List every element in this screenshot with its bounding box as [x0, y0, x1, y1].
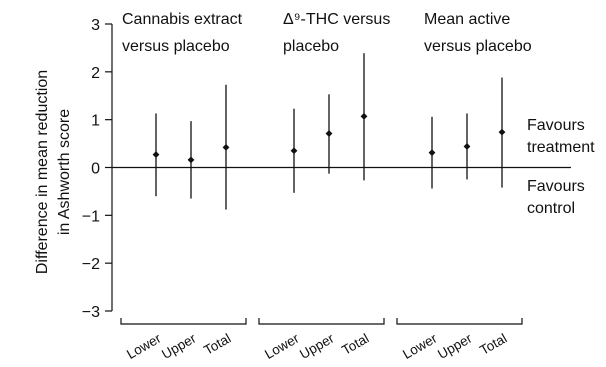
group-title: Mean active	[424, 11, 510, 28]
x-group-bracket	[396, 318, 523, 325]
point-estimate	[463, 143, 471, 150]
y-tick-label: 0	[91, 161, 100, 178]
favours-annotation: Favours	[527, 117, 585, 134]
favours-annotation: control	[527, 200, 575, 217]
point-estimate	[222, 144, 230, 151]
x-category-label: Upper	[297, 330, 337, 362]
x-category-label: Total	[339, 331, 371, 358]
point-estimate	[428, 149, 436, 157]
x-group-bracket	[120, 318, 247, 325]
point-estimate	[152, 151, 160, 158]
x-category-label: Lower	[400, 330, 440, 362]
y-axis-label: Difference in mean reduction in Ashworth …	[34, 70, 73, 274]
x-category-label: Total	[201, 331, 233, 358]
y-axis-label-line: Difference in mean reduction	[34, 70, 51, 274]
group-title: versus placebo	[424, 38, 532, 55]
favours-annotation: Favours	[527, 178, 585, 195]
group-title: versus placebo	[122, 38, 230, 55]
y-tick-label: 2	[91, 65, 100, 82]
x-category-label: Total	[477, 331, 509, 358]
x-category-label: Lower	[124, 330, 164, 362]
y-axis-label-line: in Ashworth score	[56, 109, 73, 235]
group-title: Δ⁹-THC versus	[283, 11, 390, 28]
point-estimate	[325, 130, 333, 137]
y-tick-label: 3	[91, 17, 100, 34]
y-tick-label: −1	[82, 208, 100, 225]
point-estimate	[360, 112, 368, 120]
favours-annotation: treatment	[527, 139, 595, 156]
y-tick-label: 1	[91, 113, 100, 130]
x-category-label: Lower	[262, 330, 302, 362]
point-estimate	[498, 128, 506, 136]
x-category-label: Upper	[435, 330, 475, 362]
x-group-bracket	[258, 318, 385, 325]
x-category-label: Upper	[159, 330, 199, 362]
y-tick-label: −3	[82, 304, 100, 321]
y-tick-label: −2	[82, 256, 100, 273]
group-title: placebo	[283, 38, 339, 55]
group-title: Cannabis extract	[122, 11, 243, 28]
point-estimate	[290, 147, 298, 155]
point-estimate	[187, 156, 195, 164]
